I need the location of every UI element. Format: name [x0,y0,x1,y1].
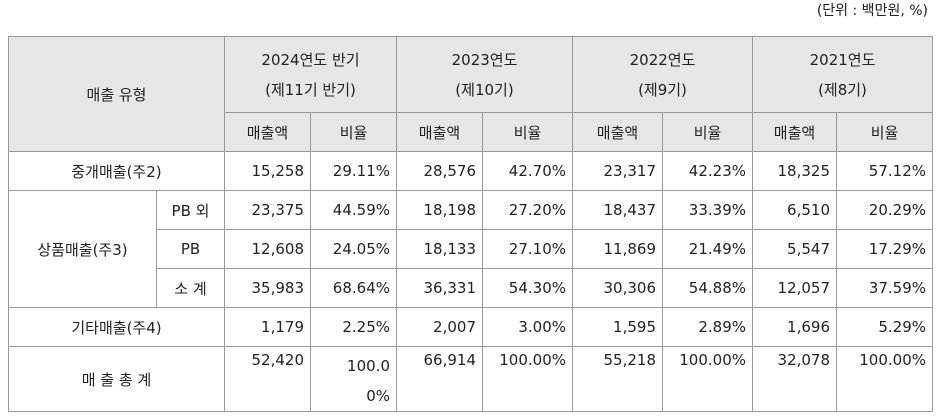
ratio-2024-line1: 100.0 [347,357,390,375]
cell-value: 30,306 [572,268,663,308]
cell-value: 24.05% [310,229,397,269]
unit-note: (단위 : 백만원, %) [816,3,928,19]
row-label-total: 매 출 총 계 [8,346,225,412]
cell-value: 37.59% [836,268,933,308]
cell-value-wrapped: 100.0 0% [310,346,397,412]
table-row-other: 기타매출(주4) 1,179 2.25% 2,007 3.00% 1,595 2… [8,307,933,347]
cell-value: 12,608 [224,229,311,269]
subheader-sales: 매출액 [752,112,837,152]
cell-value: 54.30% [482,268,573,308]
period-2024h-line2: (제11기 반기) [265,80,356,99]
cell-value: 2,007 [396,307,483,347]
cell-value: 20.29% [836,190,933,230]
subheader-ratio: 비율 [662,112,753,152]
period-2024h-line1: 2024연도 반기 [261,50,360,69]
period-2021-line1: 2021연도 [809,50,876,69]
cell-value: 1,696 [752,307,837,347]
table-row-total: 매 출 총 계 52,420 100.0 0% 66,914 100.00% 5… [8,346,933,412]
subheader-ratio: 비율 [836,112,933,152]
cell-value: 23,317 [572,151,663,191]
table-row-brokerage: 중개매출(주2) 15,258 29.11% 28,576 42.70% 23,… [8,151,933,191]
cell-value: 5,547 [752,229,837,269]
cell-value: 5.29% [836,307,933,347]
header-period-2024h: 2024연도 반기 (제11기 반기) [224,36,397,113]
subheader-sales: 매출액 [224,112,311,152]
cell-value: 44.59% [310,190,397,230]
cell-value: 11,869 [572,229,663,269]
cell-value: 27.20% [482,190,573,230]
header-period-2021: 2021연도 (제8기) [752,36,933,113]
cell-value: 57.12% [836,151,933,191]
header-period-2022: 2022연도 (제9기) [572,36,753,113]
period-2021-line2: (제8기) [818,80,867,99]
cell-value: 18,198 [396,190,483,230]
subheader-sales: 매출액 [396,112,483,152]
table-row-pb-other: 상품매출(주3) PB 외 23,375 44.59% 18,198 27.20… [8,190,933,308]
cell-value: 100.00% [662,346,753,412]
header-row-subheaders: 매출액 비율 매출액 비율 매출액 비율 매출액 비율 [9,112,933,152]
cell-value: 18,325 [752,151,837,191]
sales-type-table: 매출 유형 2024연도 반기 (제11기 반기) 2023연도 (제10기) … [8,36,933,412]
cell-value: 28,576 [396,151,483,191]
subheader-ratio: 비율 [482,112,573,152]
cell-value: 42.70% [482,151,573,191]
cell-value: 6,510 [752,190,837,230]
header-row-periods: 매출 유형 2024연도 반기 (제11기 반기) 2023연도 (제10기) … [8,36,933,152]
period-2022-line2: (제9기) [638,80,687,99]
table-row-pb: PB 12,608 24.05% 18,133 27.10% 11,869 21… [9,229,933,269]
cell-value: 32,078 [752,346,837,412]
row-label-pb: PB [156,229,225,269]
period-2022-line1: 2022연도 [629,50,696,69]
cell-value: 100.00% [482,346,573,412]
ratio-2024-line2: 0% [366,387,390,405]
header-period-2023: 2023연도 (제10기) [396,36,573,113]
cell-value: 15,258 [224,151,311,191]
cell-value: 2.25% [310,307,397,347]
cell-value: 33.39% [662,190,753,230]
cell-value: 35,983 [224,268,311,308]
cell-value: 68.64% [310,268,397,308]
cell-value: 18,437 [572,190,663,230]
cell-value: 27.10% [482,229,573,269]
row-label-pb-other: PB 외 [156,190,225,230]
subheader-sales: 매출액 [572,112,663,152]
cell-value: 36,331 [396,268,483,308]
header-sales-type: 매출 유형 [8,36,225,152]
cell-value: 42.23% [662,151,753,191]
cell-value: 29.11% [310,151,397,191]
cell-value: 66,914 [396,346,483,412]
cell-value: 21.49% [662,229,753,269]
cell-value: 1,595 [572,307,663,347]
subheader-ratio: 비율 [310,112,397,152]
cell-value: 1,179 [224,307,311,347]
cell-value: 23,375 [224,190,311,230]
cell-value: 52,420 [224,346,311,412]
cell-value: 3.00% [482,307,573,347]
cell-value: 17.29% [836,229,933,269]
row-label-other: 기타매출(주4) [8,307,225,347]
cell-value: 18,133 [396,229,483,269]
row-group-label-product: 상품매출(주3) [8,190,157,308]
cell-value: 12,057 [752,268,837,308]
row-label-brokerage: 중개매출(주2) [8,151,225,191]
period-2023-line2: (제10기) [455,80,514,99]
cell-value: 54.88% [662,268,753,308]
cell-value: 55,218 [572,346,663,412]
table-row-subtotal: 소 계 35,983 68.64% 36,331 54.30% 30,306 5… [9,268,933,308]
row-label-subtotal: 소 계 [156,268,225,308]
period-2023-line1: 2023연도 [451,50,518,69]
cell-value: 2.89% [662,307,753,347]
cell-value: 100.00% [836,346,933,412]
